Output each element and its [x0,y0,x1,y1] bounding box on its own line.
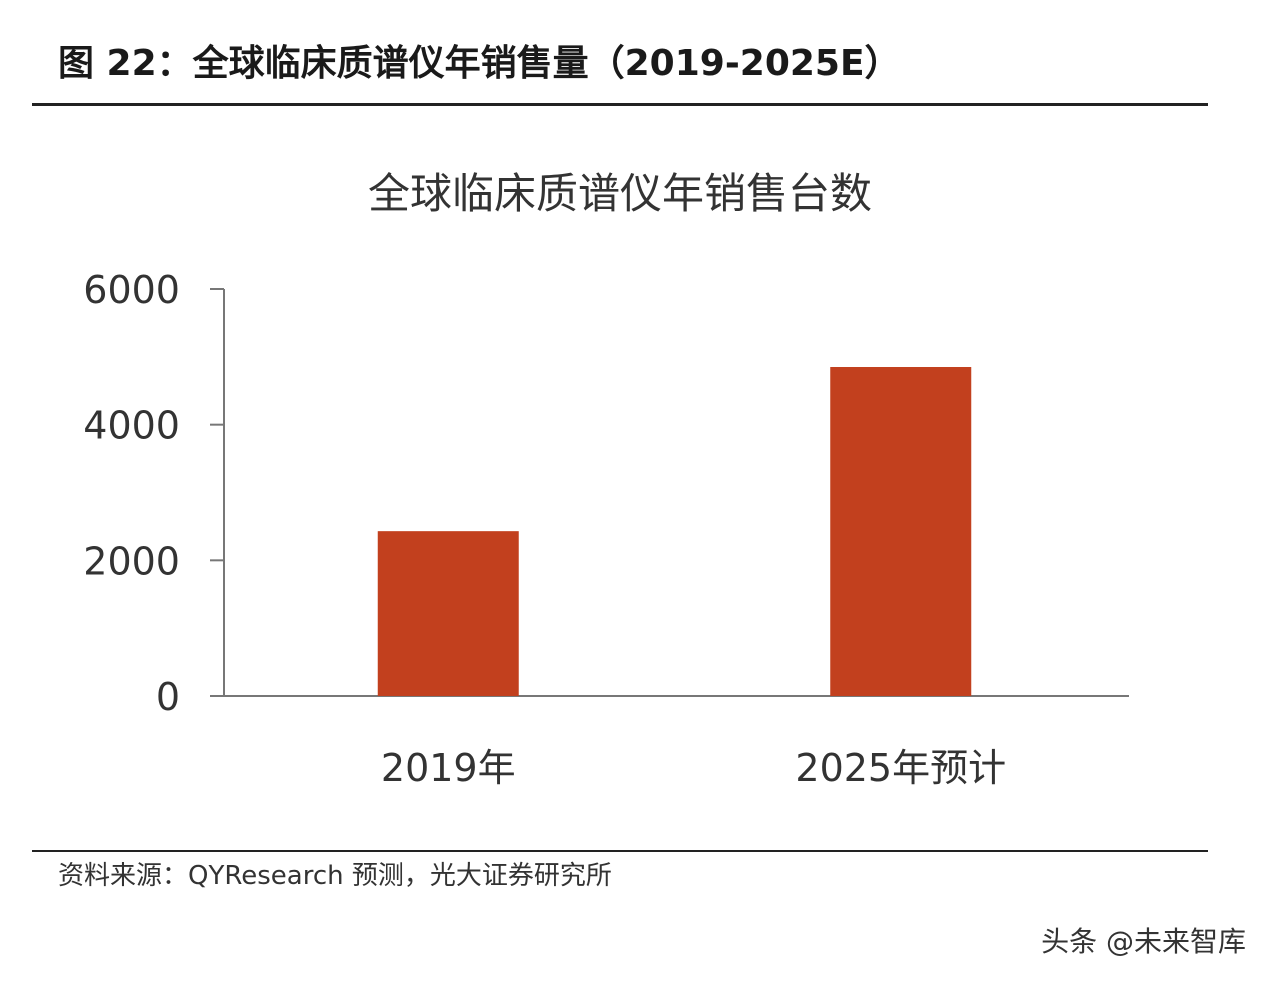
bottom-rule [32,850,1208,852]
x-tick-label: 2025年预计 [795,746,1006,790]
x-tick-label: 2019年 [381,746,516,790]
chart-title: 全球临床质谱仪年销售台数 [367,169,872,218]
top-rule [32,103,1208,106]
watermark: 头条 @未来智库 [1041,925,1246,958]
bar-1 [377,531,519,696]
y-tick-label: 6000 [83,268,180,312]
y-tick-label: 4000 [83,404,180,448]
figure-title: 图 22：全球临床质谱仪年销售量（2019-2025E） [58,43,901,84]
y-tick-label: 0 [156,675,180,719]
bar-2 [830,367,972,696]
source-note: 资料来源：QYResearch 预测，光大证券研究所 [58,861,612,891]
y-tick-label: 2000 [83,539,180,583]
